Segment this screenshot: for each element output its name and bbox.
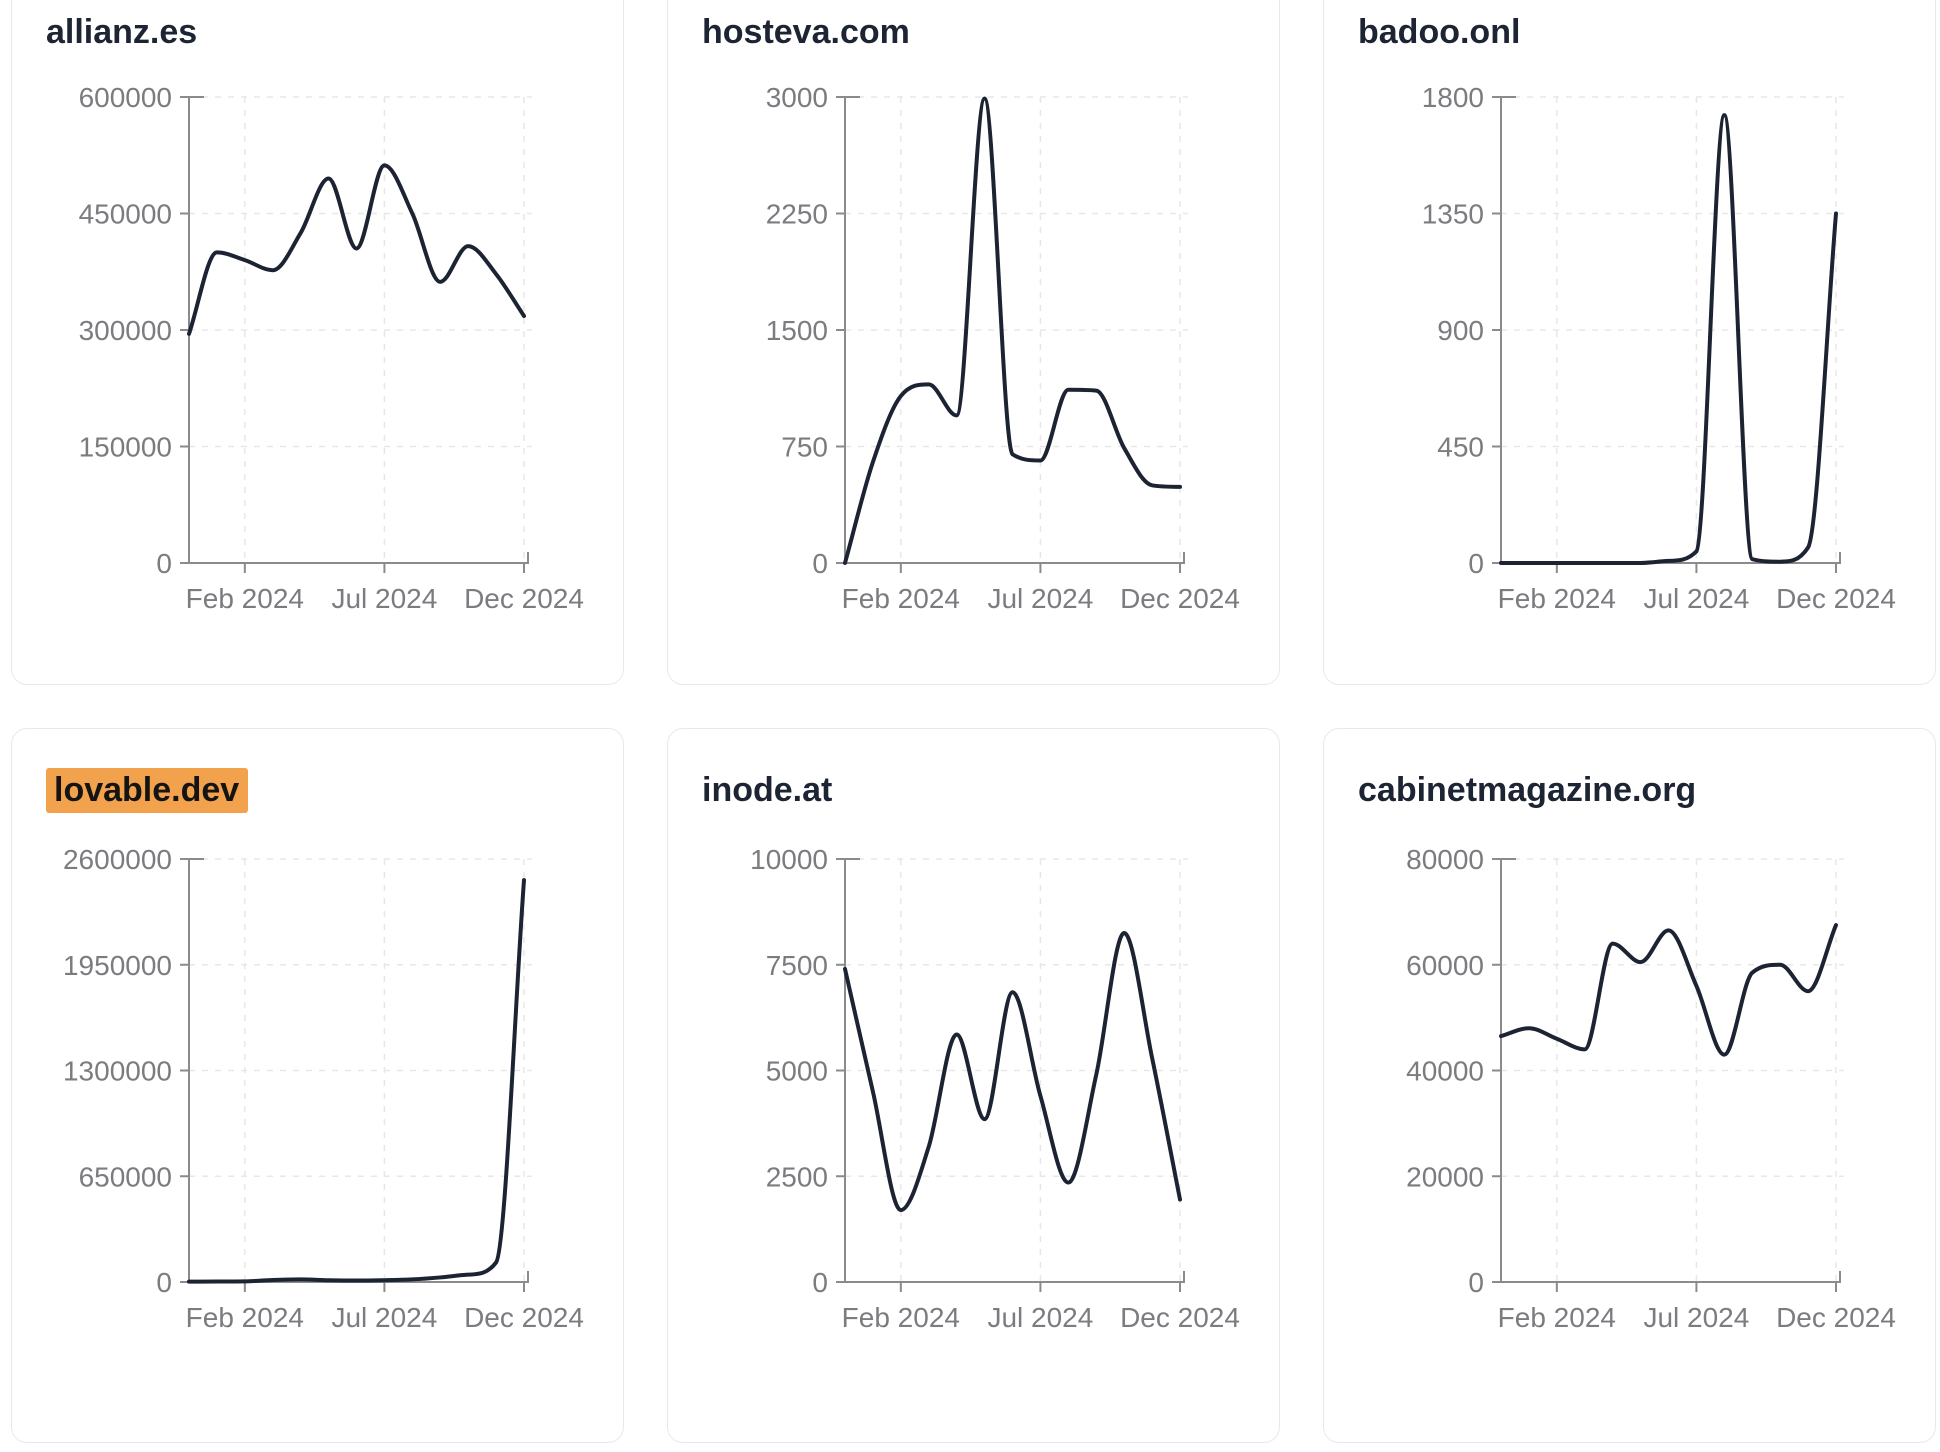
domain-traffic-card-hosteva: hosteva.com 0 750 1500 2250 3000 Feb 2024 Jul … bbox=[667, 0, 1280, 685]
traffic-line-series bbox=[843, 96, 1182, 565]
line-chart: 0 750 1500 2250 3000 Feb 2024 Jul 2024 Dec 2024 bbox=[766, 82, 1240, 614]
y-tick-label: 40000 bbox=[1406, 1056, 1484, 1087]
x-tick-label: Jul 2024 bbox=[987, 1302, 1093, 1333]
y-tick-label: 7500 bbox=[766, 950, 828, 981]
y-tick-label: 1500 bbox=[766, 315, 828, 346]
y-tick-label: 750 bbox=[781, 432, 828, 463]
x-tick-label: Dec 2024 bbox=[1120, 583, 1240, 614]
x-axis bbox=[845, 552, 1185, 564]
y-tick-label: 2600000 bbox=[63, 844, 172, 875]
card-title: badoo.onl bbox=[1358, 13, 1520, 52]
y-tick-label: 20000 bbox=[1406, 1161, 1484, 1192]
x-axis bbox=[1501, 1271, 1841, 1283]
x-tick-label: Dec 2024 bbox=[1776, 583, 1896, 614]
y-tick-label: 2250 bbox=[766, 199, 828, 230]
x-tick-label: Dec 2024 bbox=[464, 583, 584, 614]
domain-name: hosteva.com bbox=[702, 13, 910, 51]
traffic-line-series bbox=[843, 931, 1182, 1213]
y-tick-label: 300000 bbox=[79, 315, 172, 346]
y-tick-label: 650000 bbox=[79, 1161, 172, 1192]
card-title: hosteva.com bbox=[702, 13, 910, 52]
line-chart: 0 2500 5000 7500 10000 Feb 2024 Jul 2024 Dec 20… bbox=[750, 844, 1240, 1333]
card-title: lovable.dev bbox=[46, 768, 249, 813]
domain-traffic-card-inode: inode.at 0 2500 5000 7500 10000 Feb 2024 Jul 2… bbox=[667, 728, 1280, 1443]
line-chart: 0 650000 1300000 1950000 2600000 Feb 2024 Jul … bbox=[63, 844, 584, 1333]
y-tick-label: 150000 bbox=[79, 432, 172, 463]
x-tick-label: Dec 2024 bbox=[1776, 1302, 1896, 1333]
domain-traffic-card-cabinetmagazine: cabinetmagazine.org 0 20000 40000 60000 8000… bbox=[1323, 728, 1936, 1443]
card-title: cabinetmagazine.org bbox=[1358, 771, 1696, 810]
domain-name: cabinetmagazine.org bbox=[1358, 771, 1697, 809]
x-tick-label: Jul 2024 bbox=[1643, 1302, 1749, 1333]
y-tick-label: 0 bbox=[1468, 1267, 1484, 1298]
y-tick-label: 0 bbox=[156, 548, 172, 579]
y-tick-label: 1800 bbox=[1422, 82, 1484, 113]
domain-name: allianz.es bbox=[46, 13, 198, 51]
traffic-line-series bbox=[1499, 113, 1838, 565]
x-tick-label: Jul 2024 bbox=[1643, 583, 1749, 614]
x-axis bbox=[845, 1271, 1185, 1283]
domain-name: lovable.dev bbox=[46, 768, 249, 813]
domain-traffic-card-lovable: lovable.dev 0 650000 1300000 1950000 2600000… bbox=[11, 728, 624, 1443]
y-tick-label: 900 bbox=[1437, 315, 1484, 346]
domain-traffic-card-allianz: allianz.es 0 150000 300000 450000 600000 Feb … bbox=[11, 0, 624, 685]
x-tick-label: Feb 2024 bbox=[186, 583, 304, 614]
y-tick-label: 2500 bbox=[766, 1161, 828, 1192]
y-tick-label: 5000 bbox=[766, 1056, 828, 1087]
line-chart: 0 20000 40000 60000 80000 Feb 2024 Jul 2024 Dec… bbox=[1406, 844, 1896, 1333]
y-tick-label: 450 bbox=[1437, 432, 1484, 463]
y-tick-label: 60000 bbox=[1406, 950, 1484, 981]
card-title: inode.at bbox=[702, 771, 832, 810]
domain-name: inode.at bbox=[702, 771, 833, 809]
y-tick-label: 1950000 bbox=[63, 950, 172, 981]
x-tick-label: Dec 2024 bbox=[1120, 1302, 1240, 1333]
x-tick-label: Jul 2024 bbox=[331, 1302, 437, 1333]
y-tick-label: 0 bbox=[1468, 548, 1484, 579]
card-title: allianz.es bbox=[46, 13, 197, 52]
x-tick-label: Feb 2024 bbox=[1498, 1302, 1616, 1333]
y-tick-label: 10000 bbox=[750, 844, 828, 875]
y-tick-label: 3000 bbox=[766, 82, 828, 113]
y-tick-label: 0 bbox=[812, 548, 828, 579]
line-chart: 0 450 900 1350 1800 Feb 2024 Jul 2024 Dec 2024 bbox=[1422, 82, 1896, 614]
x-tick-label: Jul 2024 bbox=[331, 583, 437, 614]
y-tick-label: 80000 bbox=[1406, 844, 1484, 875]
y-tick-label: 450000 bbox=[79, 199, 172, 230]
traffic-line-series bbox=[187, 878, 526, 1284]
traffic-line-series bbox=[1499, 923, 1838, 1057]
y-tick-label: 1350 bbox=[1422, 199, 1484, 230]
x-axis bbox=[189, 1271, 529, 1283]
y-tick-label: 0 bbox=[812, 1267, 828, 1298]
y-tick-label: 1300000 bbox=[63, 1056, 172, 1087]
line-chart: 0 150000 300000 450000 600000 Feb 2024 Jul 202… bbox=[79, 82, 584, 614]
x-tick-label: Feb 2024 bbox=[842, 1302, 960, 1333]
traffic-line-series bbox=[187, 163, 526, 336]
domain-traffic-card-badoo: badoo.onl 0 450 900 1350 1800 Feb 2024 Jul 202… bbox=[1323, 0, 1936, 685]
x-tick-label: Dec 2024 bbox=[464, 1302, 584, 1333]
y-tick-label: 0 bbox=[156, 1267, 172, 1298]
y-tick-label: 600000 bbox=[79, 82, 172, 113]
x-tick-label: Feb 2024 bbox=[186, 1302, 304, 1333]
x-axis bbox=[189, 552, 529, 564]
x-tick-label: Jul 2024 bbox=[987, 583, 1093, 614]
x-tick-label: Feb 2024 bbox=[842, 583, 960, 614]
domain-name: badoo.onl bbox=[1358, 13, 1521, 51]
x-tick-label: Feb 2024 bbox=[1498, 583, 1616, 614]
